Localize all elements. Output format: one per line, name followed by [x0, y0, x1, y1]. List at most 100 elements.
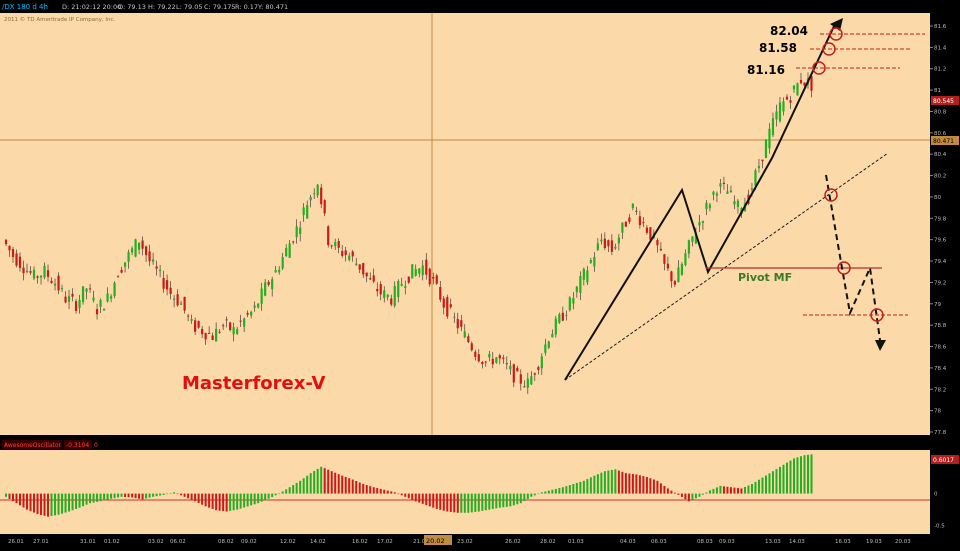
oscillator-bar	[355, 481, 358, 494]
candle-body	[379, 284, 382, 295]
oscillator-bar	[323, 468, 326, 494]
candle-body	[568, 297, 571, 311]
oscillator-bar	[264, 493, 267, 501]
oscillator-bar	[103, 493, 106, 501]
copyright-text: 2011 © TD Ameritrade IP Company, Inc.	[4, 16, 116, 23]
crosshair-date-text: 20.02	[426, 537, 445, 545]
candle-body	[596, 243, 599, 250]
oscillator-bar	[645, 476, 648, 494]
oscillator-bar	[467, 493, 470, 513]
price-tick-label: 81	[934, 88, 941, 94]
candle-body	[512, 364, 515, 383]
level-label-81-16: 81.16	[747, 63, 785, 77]
candle-body	[264, 282, 267, 296]
candle-body	[351, 251, 354, 257]
crosshair-price-tag	[931, 136, 959, 145]
candle-body	[369, 278, 372, 280]
candle-body	[53, 283, 57, 286]
oscillator-bar	[155, 493, 158, 497]
oscillator-header	[0, 439, 960, 450]
oscillator-bar	[341, 475, 344, 494]
last-price-tag	[931, 96, 959, 105]
down-arrow-head	[875, 340, 886, 351]
oscillator-bar	[138, 493, 141, 499]
oscillator-bar	[603, 471, 606, 494]
price-tick-label: 78.2	[934, 387, 946, 393]
candle-body	[750, 188, 754, 190]
candle-body	[768, 128, 771, 149]
date-label: 31.01	[80, 539, 96, 545]
candle-body	[796, 83, 799, 96]
candle-body	[617, 237, 620, 244]
oscillator-bar	[757, 479, 760, 494]
oscillator-bar	[470, 493, 473, 513]
oscillator-bar	[299, 480, 302, 494]
oscillator-bar	[285, 489, 288, 494]
candle-body	[397, 281, 400, 297]
oscillator-bar	[502, 493, 505, 508]
oscillator-bar	[187, 493, 190, 499]
oscillator-bar	[117, 493, 120, 498]
candle-body	[158, 269, 162, 272]
candle-body	[407, 276, 410, 283]
candle-body	[645, 227, 648, 233]
ohlc-field: L: 79.05	[176, 3, 203, 11]
oscillator-bar	[554, 488, 557, 494]
target-circle-1	[829, 27, 843, 41]
oscillator-bar	[754, 481, 757, 494]
lower-target-circle	[870, 308, 884, 322]
panel-separator[interactable]	[0, 435, 960, 439]
candle-body	[302, 207, 305, 215]
oscillator-bar	[47, 493, 50, 517]
oscillator-bar	[190, 493, 193, 500]
price-tick-label: 78.6	[934, 345, 947, 351]
price-plot-area[interactable]	[0, 13, 930, 435]
oscillator-bar	[33, 493, 36, 513]
oscillator-bar	[229, 493, 232, 511]
symbol-label[interactable]: /DX 180 d 4h	[2, 3, 48, 11]
candle-body	[400, 283, 403, 286]
candle-body	[460, 320, 463, 327]
pivot-circle	[837, 261, 851, 275]
date-label: 06.03	[651, 539, 667, 545]
candle-body	[698, 221, 701, 226]
candle-body	[337, 240, 340, 248]
oscillator-bar	[743, 486, 746, 494]
oscillator-bar	[61, 493, 64, 514]
oscillator-bar	[519, 493, 522, 504]
oscillator-bar	[288, 487, 291, 494]
candle-body	[663, 254, 666, 264]
oscillator-bar	[253, 493, 256, 505]
date-axis	[0, 534, 960, 547]
oscillator-bar	[512, 493, 515, 506]
candle-body	[498, 355, 501, 359]
candle-body	[309, 197, 312, 201]
oscillator-bar	[162, 493, 165, 495]
oscillator-bar	[418, 493, 421, 503]
candle-body	[120, 269, 123, 273]
candle-body	[376, 288, 379, 292]
oscillator-bar	[145, 493, 148, 499]
oscillator-name[interactable]: AwesomeOscillator	[4, 442, 62, 449]
oscillator-name-box[interactable]	[2, 440, 62, 449]
oscillator-bar	[257, 493, 260, 504]
candle-body	[614, 246, 617, 249]
oscillator-bar	[579, 481, 582, 494]
oscillator-bar	[208, 493, 211, 508]
candle-body	[201, 328, 204, 335]
candle-body	[208, 332, 211, 334]
price-tick-label: 79.8	[934, 216, 947, 222]
candle-body	[64, 296, 67, 303]
oscillator-plot-area[interactable]	[0, 450, 930, 534]
oscillator-bar	[474, 493, 477, 512]
oscillator-bar	[561, 487, 564, 494]
candle-body	[330, 245, 333, 247]
candle-body	[764, 139, 768, 158]
candle-body	[130, 248, 134, 253]
candle-body	[404, 286, 407, 288]
oscillator-bar	[400, 493, 403, 496]
candle-body	[137, 242, 141, 250]
candle-body	[60, 288, 64, 290]
candle-body	[467, 336, 470, 343]
candle-body	[635, 210, 638, 212]
